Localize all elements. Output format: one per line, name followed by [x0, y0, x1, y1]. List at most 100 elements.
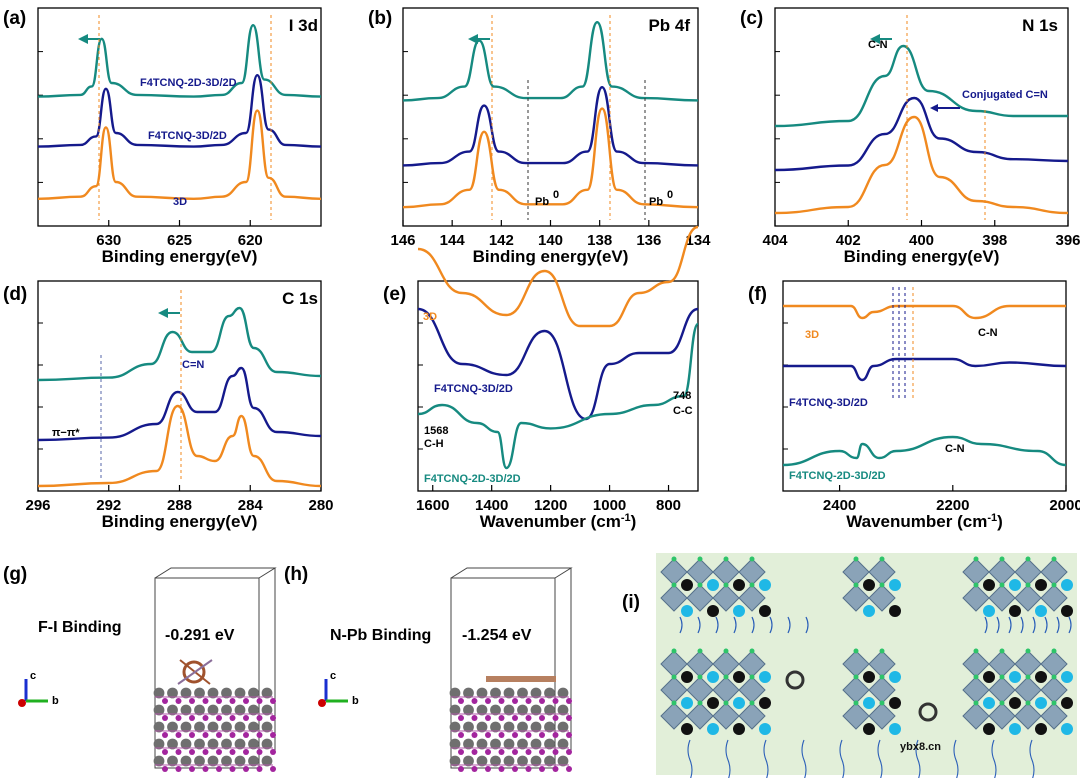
series-label: F4TCNQ-3D/2D [148, 130, 227, 142]
panel-label: (e) [383, 284, 406, 305]
panel-d: 296 292 288 284 280 Binding energy(eV) (d) C 1s [3, 280, 334, 531]
pb0-sup: 0 [667, 189, 673, 201]
lattice-mid-right [962, 648, 1073, 735]
x-tick-label: 630 [96, 232, 121, 249]
f4tcnq-molecule [785, 670, 805, 690]
series-label: F4TCNQ-2D-3D/2D [789, 470, 886, 482]
x-axis-label-main: Wavenumber (cm [480, 512, 621, 531]
x-tick-label: 625 [167, 232, 192, 249]
x-tick-label: 288 [167, 497, 192, 514]
series-label: F4TCNQ-2D-3D/2D [140, 77, 237, 89]
slab-h [449, 567, 573, 772]
panel-label: (h) [284, 564, 308, 585]
peak-label: 748 [673, 390, 691, 402]
lower-panels: (g) (h) (i) F-I Binding N-Pb Binding -0.291 e… [3, 553, 1077, 778]
series-line-teal [782, 435, 1067, 467]
series-label: 3D [423, 311, 437, 323]
panel-title: C 1s [282, 289, 318, 308]
x-tick-label: 2400 [823, 497, 856, 514]
series-line-teal [774, 44, 1068, 128]
x-tick-label: 134 [685, 232, 711, 249]
x-tick-label: 398 [982, 232, 1007, 249]
x-tick-label: 280 [308, 497, 333, 514]
x-axis-label: Wavenumber (cm-1) [480, 512, 637, 531]
cn-label: C-N [945, 443, 965, 455]
binding-title: F-I Binding [38, 619, 122, 636]
schematic-panel [656, 553, 1077, 778]
lattice-top-right [962, 556, 1073, 617]
panel-title: Pb 4f [648, 16, 690, 35]
cn-label: C-N [868, 39, 888, 51]
lattice-mid-center [842, 648, 901, 735]
series-line-orange [417, 225, 699, 328]
x-tick-label: 402 [836, 232, 861, 249]
x-tick-label: 620 [238, 232, 263, 249]
pb0-sup: 0 [553, 189, 559, 201]
peak-label: C-C [673, 405, 693, 417]
x-tick-label: 1200 [534, 497, 567, 514]
x-tick-label: 146 [390, 232, 415, 249]
slab-g [153, 567, 277, 772]
cn-double-label: C=N [182, 359, 204, 371]
x-axis-label: Binding energy(eV) [844, 247, 1000, 266]
x-tick-label: 296 [25, 497, 50, 514]
series-line-orange [774, 115, 1069, 215]
series-label: 3D [173, 196, 187, 208]
panel-c: 404 402 400 398 396 Binding energy(eV) (c) N 1s [740, 7, 1080, 266]
lattice-top-left [660, 556, 771, 617]
x-tick-label: 142 [489, 232, 514, 249]
series-label: 3D [805, 329, 819, 341]
binding-energy: -0.291 eV [165, 627, 235, 644]
panel-label: (d) [3, 284, 27, 305]
series-line-teal [37, 24, 322, 98]
x-tick-label: 140 [538, 232, 563, 249]
binding-energy: -1.254 eV [462, 627, 532, 644]
panel-label: (i) [622, 592, 640, 613]
x-tick-label: 292 [96, 497, 121, 514]
panel-title: N 1s [1022, 16, 1058, 35]
series-line-navy [37, 366, 322, 442]
watermark: ybx8.cn [900, 741, 941, 753]
molecule-h [486, 676, 556, 682]
axis-c-label: c [330, 670, 336, 682]
panel-label: (g) [3, 564, 27, 585]
panel-e: 1600 1400 1200 1000 800 Wavenumber (cm-1) (e) [383, 225, 700, 531]
plot-frame [37, 7, 322, 227]
series-line-orange [37, 109, 322, 200]
x-tick-label: 144 [440, 232, 466, 249]
arrow-head [870, 34, 880, 44]
x-tick-label: 800 [656, 497, 681, 514]
series-line-orange [783, 304, 1066, 320]
x-axis-label: Wavenumber (cm-1) [846, 512, 1003, 531]
panel-label: (f) [748, 284, 767, 305]
series-line-navy [783, 357, 1067, 382]
panel-f: 2400 2200 2000 Wavenumber (cm-1) (f) [748, 280, 1080, 531]
lattice-top-mid [842, 556, 901, 617]
plot-frame [782, 280, 1067, 492]
peak-label: 1568 [424, 425, 448, 437]
molecule-g [182, 660, 206, 684]
series-line-teal [37, 306, 322, 382]
f4tcnq-molecule [918, 702, 938, 722]
panel-label: (c) [740, 8, 763, 29]
x-axis-label-sup: -1 [621, 512, 631, 524]
series-line-navy [774, 96, 1069, 172]
series-line-teal [402, 21, 699, 102]
x-tick-label: 1000 [593, 497, 626, 514]
x-tick-label: 396 [1055, 232, 1080, 249]
binding-title: N-Pb Binding [330, 627, 431, 644]
arrow-head [468, 34, 478, 44]
x-tick-label: 2200 [936, 497, 969, 514]
x-axis-label-sup: -1 [987, 512, 997, 524]
axis-b-label: b [352, 695, 359, 707]
x-tick-label: 1600 [416, 497, 449, 514]
series-line-orange [402, 107, 699, 209]
panel-label: (b) [368, 8, 392, 29]
x-tick-label: 400 [909, 232, 934, 249]
conjugated-cn-label: Conjugated C=N [962, 89, 1048, 101]
x-tick-label: 1400 [475, 497, 508, 514]
x-tick-label: 138 [587, 232, 612, 249]
